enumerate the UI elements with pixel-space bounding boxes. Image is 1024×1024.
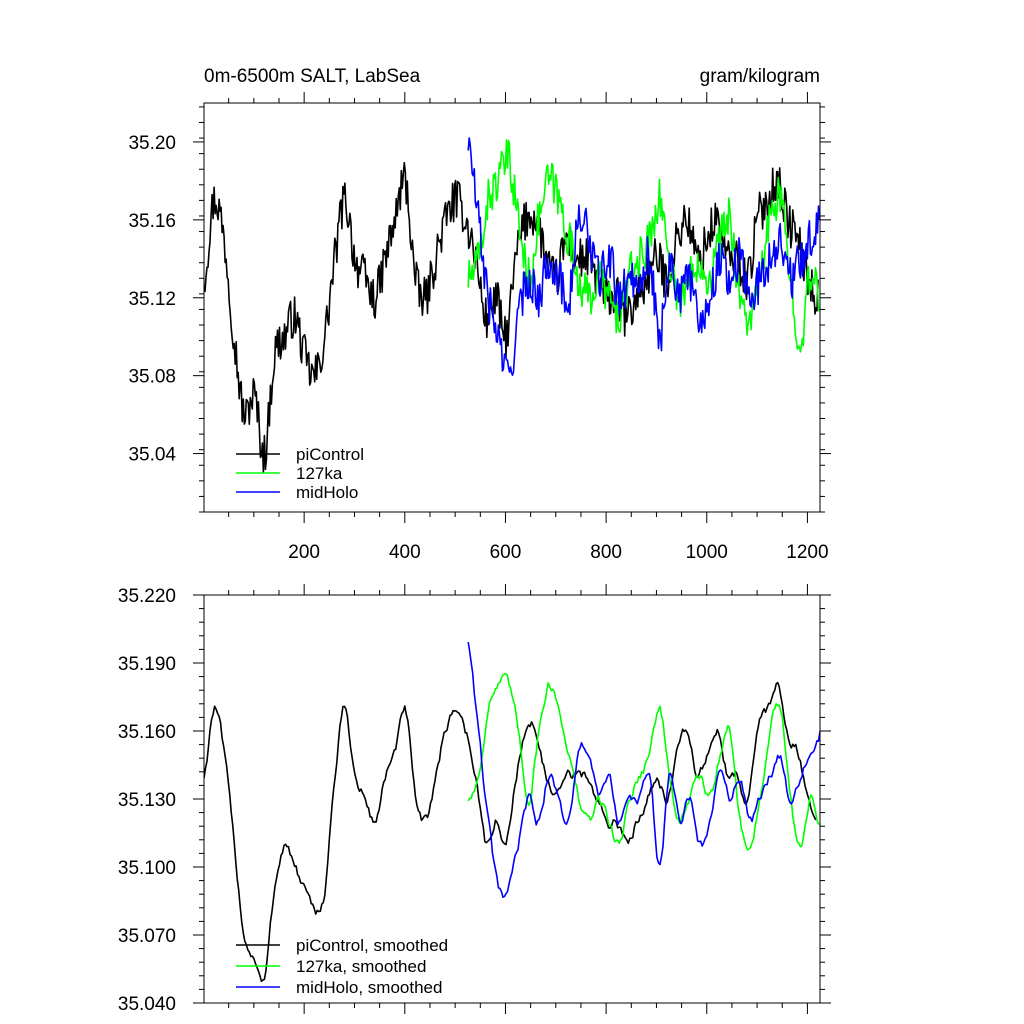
legend: piControl, smoothed 127ka, smoothed midHol… bbox=[236, 936, 448, 997]
bottom-panel: 35.040 35.070 35.100 35.130 35.160 35.190 35.2… bbox=[118, 584, 831, 1015]
legend-label: piControl, smoothed bbox=[296, 936, 448, 955]
top-plot-area: 200 400 600 800 1000 1200 35.04 35.08 35.12 35.16… bbox=[128, 92, 831, 563]
y-tick-label: 35.190 bbox=[118, 654, 176, 675]
y-tick-label: 35.220 bbox=[118, 586, 176, 607]
top-panel: 0m-6500m SALT, LabSea gram/kilogram 200 4… bbox=[128, 66, 831, 563]
x-tick-label: 1000 bbox=[686, 542, 728, 563]
y-tick-label: 35.130 bbox=[118, 790, 176, 811]
x-tick-label: 1200 bbox=[786, 542, 828, 563]
units-label: gram/kilogram bbox=[700, 66, 820, 87]
x-axis: 200 400 600 800 1000 1200 bbox=[228, 92, 829, 563]
series-lines bbox=[204, 137, 820, 474]
x-tick-label: 800 bbox=[590, 542, 622, 563]
chart-title: 0m-6500m SALT, LabSea bbox=[204, 66, 421, 87]
legend-label: 127ka bbox=[296, 464, 343, 483]
series-line-127ka bbox=[467, 139, 820, 353]
y-tick-label: 35.08 bbox=[128, 367, 176, 388]
legend-label: midHolo bbox=[296, 483, 358, 502]
y-tick-label: 35.160 bbox=[118, 722, 176, 743]
series-line-midholo-smoothed bbox=[467, 641, 820, 898]
y-tick-label: 35.16 bbox=[128, 211, 176, 232]
plot-frame bbox=[203, 102, 821, 513]
bottom-plot-area: 35.040 35.070 35.100 35.130 35.160 35.190 35.2… bbox=[118, 584, 831, 1015]
x-axis bbox=[228, 584, 808, 1014]
series-line-picontrol bbox=[204, 161, 819, 474]
x-tick-label: 600 bbox=[490, 542, 522, 563]
y-tick-label: 35.100 bbox=[118, 858, 176, 879]
y-axis: 35.040 35.070 35.100 35.130 35.160 35.190 35.2… bbox=[118, 586, 831, 1015]
y-tick-label: 35.20 bbox=[128, 133, 176, 154]
y-tick-label: 35.040 bbox=[118, 994, 176, 1015]
legend-label: piControl bbox=[296, 445, 364, 464]
y-tick-label: 35.12 bbox=[128, 289, 176, 310]
series-line-midholo bbox=[467, 137, 820, 376]
y-tick-label: 35.04 bbox=[128, 445, 176, 466]
x-tick-label: 400 bbox=[389, 542, 421, 563]
legend-label: midHolo, smoothed bbox=[296, 978, 442, 997]
series-lines bbox=[204, 641, 820, 983]
series-line-picontrol-smoothed bbox=[204, 681, 818, 983]
legend-label: 127ka, smoothed bbox=[296, 957, 426, 976]
y-axis: 35.04 35.08 35.12 35.16 35.20 bbox=[128, 106, 831, 513]
x-tick-label: 200 bbox=[288, 542, 320, 563]
y-tick-label: 35.070 bbox=[118, 926, 176, 947]
